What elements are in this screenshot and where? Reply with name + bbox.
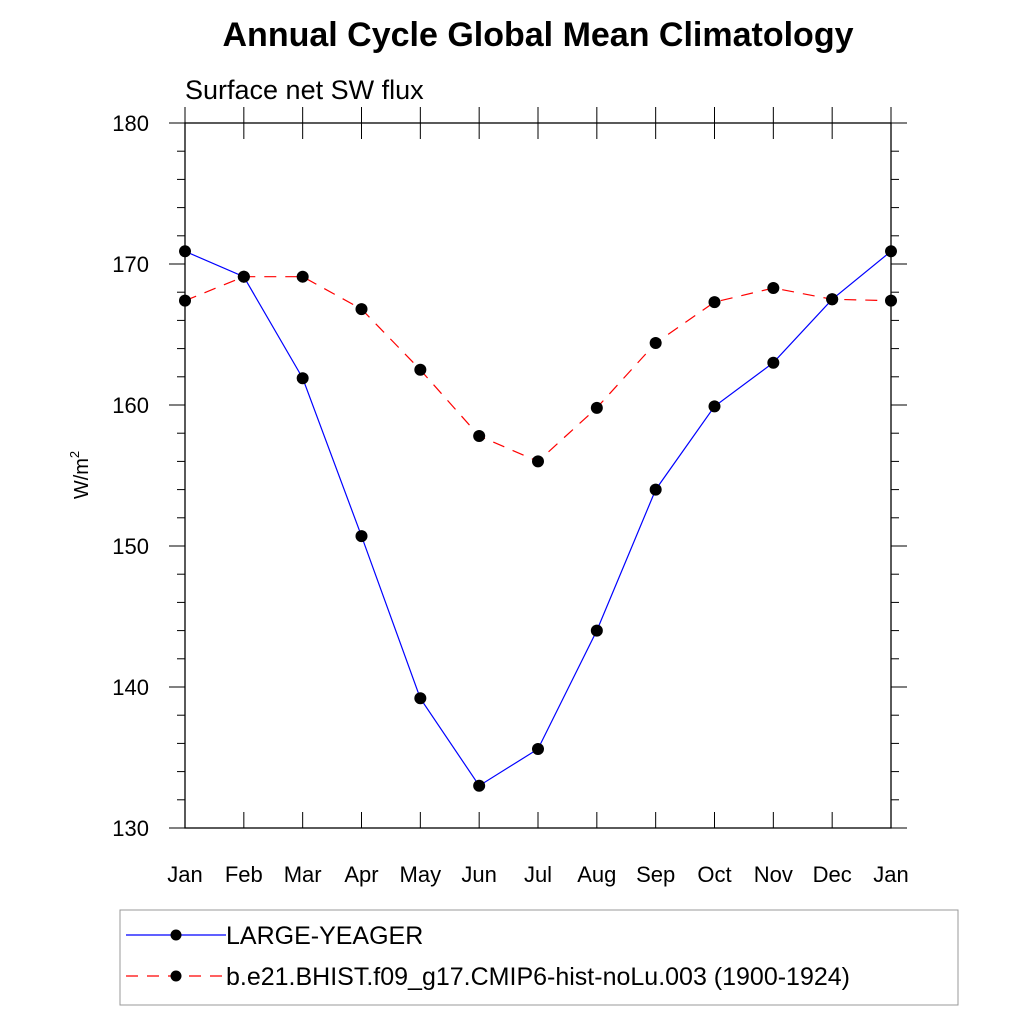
x-tick-label: Oct bbox=[697, 862, 731, 887]
series-1-point bbox=[179, 245, 191, 258]
series-1-point bbox=[414, 692, 427, 705]
legend-box bbox=[119, 909, 959, 1006]
series-1-point bbox=[355, 530, 368, 543]
plot-area: 130 140 150 160 170 180 Jan Feb Mar Apr May Jun Jul… bbox=[112, 107, 909, 887]
series-1-point bbox=[590, 624, 603, 637]
series-2-point bbox=[179, 294, 191, 307]
chart-subtitle: Surface net SW flux bbox=[185, 75, 424, 105]
y-tick-label: 160 bbox=[112, 393, 149, 418]
series-1-point bbox=[885, 245, 897, 258]
legend-marker-1 bbox=[170, 929, 182, 941]
y-axis-label-superscript: 2 bbox=[67, 451, 82, 458]
series-2-point bbox=[296, 270, 309, 283]
series-2-point bbox=[473, 430, 486, 443]
x-tick-label: Dec bbox=[813, 862, 852, 887]
series-2-point bbox=[826, 293, 839, 306]
series-1-point bbox=[649, 483, 662, 496]
plot-frame bbox=[184, 122, 892, 829]
y-tick-label: 140 bbox=[112, 675, 149, 700]
legend-entry-1: LARGE-YEAGER bbox=[126, 922, 423, 950]
legend-marker-2 bbox=[170, 970, 182, 982]
x-tick-label: Sep bbox=[636, 862, 675, 887]
series-1-point bbox=[532, 743, 544, 756]
x-tick-label: Jan bbox=[873, 862, 908, 887]
series-1-point bbox=[473, 779, 486, 792]
series-1-point bbox=[708, 400, 721, 413]
x-tick-label: Mar bbox=[284, 862, 322, 887]
legend-label-1: LARGE-YEAGER bbox=[226, 922, 423, 950]
series-2-point bbox=[237, 270, 250, 283]
x-tick-label: May bbox=[400, 862, 442, 887]
y-tick-label: 130 bbox=[112, 816, 149, 841]
series-1-point bbox=[767, 356, 780, 369]
y-tick-label: 150 bbox=[112, 534, 149, 559]
x-tick-label: Nov bbox=[754, 862, 793, 887]
series-line-1 bbox=[184, 250, 892, 787]
x-tick-label: Apr bbox=[344, 862, 378, 887]
y-tick-label: 170 bbox=[112, 252, 149, 277]
legend-entry-2: b.e21.BHIST.f09_g17.CMIP6-hist-noLu.003 … bbox=[126, 963, 850, 991]
x-tick-label: Aug bbox=[577, 862, 616, 887]
series-layer bbox=[179, 245, 897, 792]
series-2-point bbox=[414, 363, 427, 376]
x-axis-ticks: Jan Feb Mar Apr May Jun Jul Aug Sep Oct Nov Dec Jan bbox=[167, 107, 909, 887]
x-tick-label: Jan bbox=[167, 862, 202, 887]
series-2-point bbox=[355, 303, 368, 316]
series-2-point bbox=[708, 296, 721, 309]
y-tick-label: 180 bbox=[112, 111, 149, 136]
series-line-2 bbox=[184, 276, 892, 463]
y-axis-ticks: 130 140 150 160 170 180 bbox=[112, 111, 907, 841]
y-axis-label: W/m2 bbox=[67, 451, 93, 499]
series-2-point bbox=[590, 401, 603, 414]
series-2-point bbox=[767, 281, 780, 294]
x-tick-label: Jul bbox=[524, 862, 552, 887]
series-1-point bbox=[296, 372, 309, 385]
legend-label-2: b.e21.BHIST.f09_g17.CMIP6-hist-noLu.003 … bbox=[226, 963, 850, 991]
series-2-point bbox=[885, 294, 897, 307]
series-2-point bbox=[532, 455, 544, 468]
series-2-point bbox=[649, 336, 662, 349]
x-tick-label: Feb bbox=[225, 862, 263, 887]
y-axis-label-text: W/m bbox=[71, 458, 93, 499]
x-tick-label: Jun bbox=[461, 862, 496, 887]
chart-title: Annual Cycle Global Mean Climatology bbox=[223, 16, 854, 54]
legend: LARGE-YEAGER b.e21.BHIST.f09_g17.CMIP6-h… bbox=[119, 909, 959, 1006]
